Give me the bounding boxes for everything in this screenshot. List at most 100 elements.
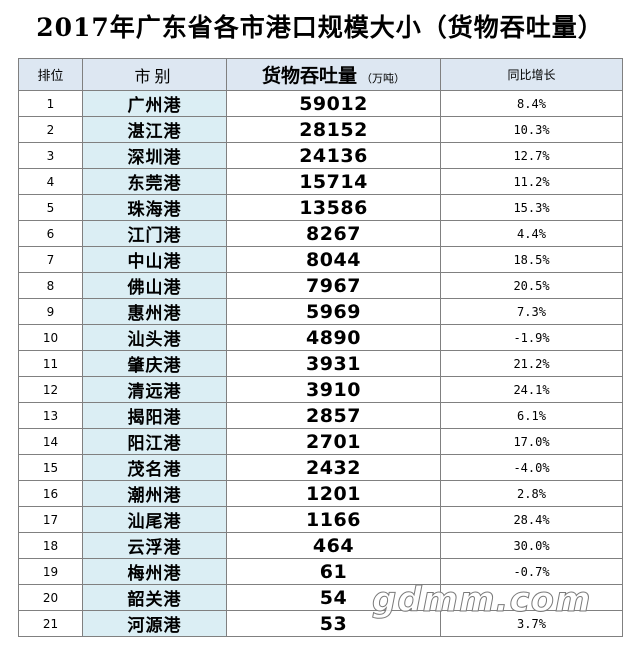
- volume-cell: 2432: [226, 454, 441, 481]
- growth-cell: 30.0%: [440, 532, 623, 559]
- table-row: 8 佛山港 7967 20.5%: [18, 272, 623, 299]
- city-cell: 惠州港: [82, 298, 227, 325]
- growth-cell: [440, 584, 623, 611]
- growth-cell: 28.4%: [440, 506, 623, 533]
- rank-cell: 5: [18, 194, 83, 221]
- table-row: 20 韶关港 54: [18, 584, 623, 611]
- volume-cell: 1166: [226, 506, 441, 533]
- rank-cell: 2: [18, 116, 83, 143]
- header-row: 排位 市别 货物吞吐量 （万吨） 同比增长: [18, 58, 623, 91]
- table-row: 19 梅州港 61 -0.7%: [18, 558, 623, 585]
- table-row: 2 湛江港 28152 10.3%: [18, 116, 623, 143]
- city-cell: 汕头港: [82, 324, 227, 351]
- city-cell: 韶关港: [82, 584, 227, 611]
- growth-cell: 7.3%: [440, 298, 623, 325]
- growth-cell: 10.3%: [440, 116, 623, 143]
- rank-cell: 16: [18, 480, 83, 507]
- rank-cell: 19: [18, 558, 83, 585]
- rank-cell: 6: [18, 220, 83, 247]
- growth-cell: 18.5%: [440, 246, 623, 273]
- growth-cell: 24.1%: [440, 376, 623, 403]
- volume-cell: 53: [226, 610, 441, 637]
- volume-cell: 8267: [226, 220, 441, 247]
- rank-cell: 3: [18, 142, 83, 169]
- rank-cell: 11: [18, 350, 83, 377]
- rank-cell: 7: [18, 246, 83, 273]
- city-cell: 阳江港: [82, 428, 227, 455]
- volume-cell: 15714: [226, 168, 441, 195]
- rank-cell: 4: [18, 168, 83, 195]
- rank-cell: 9: [18, 298, 83, 325]
- growth-cell: 20.5%: [440, 272, 623, 299]
- growth-cell: -1.9%: [440, 324, 623, 351]
- city-cell: 湛江港: [82, 116, 227, 143]
- rank-cell: 13: [18, 402, 83, 429]
- table-row: 12 清远港 3910 24.1%: [18, 376, 623, 403]
- city-cell: 潮州港: [82, 480, 227, 507]
- table-row: 5 珠海港 13586 15.3%: [18, 194, 623, 221]
- table-row: 6 江门港 8267 4.4%: [18, 220, 623, 247]
- rank-cell: 17: [18, 506, 83, 533]
- header-volume: 货物吞吐量 （万吨）: [226, 58, 441, 91]
- city-cell: 中山港: [82, 246, 227, 273]
- header-growth: 同比增长: [440, 58, 623, 91]
- volume-cell: 3931: [226, 350, 441, 377]
- table-row: 1 广州港 59012 8.4%: [18, 90, 623, 117]
- table-row: 9 惠州港 5969 7.3%: [18, 298, 623, 325]
- volume-cell: 7967: [226, 272, 441, 299]
- city-cell: 河源港: [82, 610, 227, 637]
- volume-cell: 464: [226, 532, 441, 559]
- city-cell: 肇庆港: [82, 350, 227, 377]
- growth-cell: 4.4%: [440, 220, 623, 247]
- growth-cell: 6.1%: [440, 402, 623, 429]
- volume-cell: 5969: [226, 298, 441, 325]
- rank-cell: 20: [18, 584, 83, 611]
- volume-cell: 54: [226, 584, 441, 611]
- city-cell: 江门港: [82, 220, 227, 247]
- volume-cell: 2857: [226, 402, 441, 429]
- table-row: 14 阳江港 2701 17.0%: [18, 428, 623, 455]
- city-cell: 珠海港: [82, 194, 227, 221]
- city-cell: 广州港: [82, 90, 227, 117]
- table-row: 16 潮州港 1201 2.8%: [18, 480, 623, 507]
- rank-cell: 8: [18, 272, 83, 299]
- rank-cell: 18: [18, 532, 83, 559]
- city-cell: 揭阳港: [82, 402, 227, 429]
- table-row: 3 深圳港 24136 12.7%: [18, 142, 623, 169]
- table-body: 1 广州港 59012 8.4% 2 湛江港 28152 10.3% 3 深圳港 24136 12.7…: [18, 90, 623, 637]
- table-row: 17 汕尾港 1166 28.4%: [18, 506, 623, 533]
- volume-cell: 24136: [226, 142, 441, 169]
- volume-cell: 13586: [226, 194, 441, 221]
- volume-cell: 8044: [226, 246, 441, 273]
- volume-cell: 59012: [226, 90, 441, 117]
- rank-cell: 21: [18, 610, 83, 637]
- city-cell: 东莞港: [82, 168, 227, 195]
- page-title: 2017年广东省各市港口规模大小（货物吞吐量）: [36, 13, 604, 42]
- header-volume-label: 货物吞吐量: [261, 65, 357, 87]
- growth-cell: -0.7%: [440, 558, 623, 585]
- volume-cell: 2701: [226, 428, 441, 455]
- table-row: 10 汕头港 4890 -1.9%: [18, 324, 623, 351]
- growth-cell: 2.8%: [440, 480, 623, 507]
- table-row: 7 中山港 8044 18.5%: [18, 246, 623, 273]
- city-cell: 汕尾港: [82, 506, 227, 533]
- table-row: 21 河源港 53 3.7%: [18, 610, 623, 637]
- header-rank: 排位: [18, 58, 83, 91]
- growth-cell: 21.2%: [440, 350, 623, 377]
- volume-cell: 4890: [226, 324, 441, 351]
- rank-cell: 10: [18, 324, 83, 351]
- growth-cell: 12.7%: [440, 142, 623, 169]
- rank-cell: 1: [18, 90, 83, 117]
- rank-cell: 12: [18, 376, 83, 403]
- port-table: 排位 市别 货物吞吐量 （万吨） 同比增长 1 广州港 59012 8.4% 2 湛江港 28…: [18, 58, 623, 637]
- city-cell: 梅州港: [82, 558, 227, 585]
- rank-cell: 14: [18, 428, 83, 455]
- table-row: 11 肇庆港 3931 21.2%: [18, 350, 623, 377]
- growth-cell: 15.3%: [440, 194, 623, 221]
- growth-cell: 11.2%: [440, 168, 623, 195]
- rank-cell: 15: [18, 454, 83, 481]
- growth-cell: 17.0%: [440, 428, 623, 455]
- table-row: 4 东莞港 15714 11.2%: [18, 168, 623, 195]
- volume-cell: 61: [226, 558, 441, 585]
- city-cell: 云浮港: [82, 532, 227, 559]
